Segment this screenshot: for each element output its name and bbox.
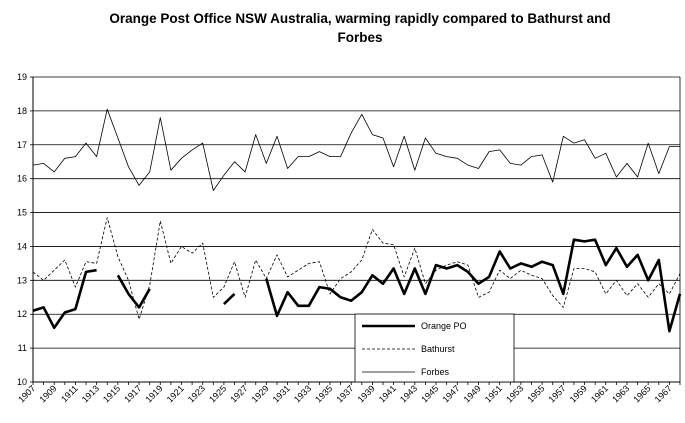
chart-title: Orange Post Office NSW Australia, warmin… [109, 11, 611, 45]
legend: Orange PO Bathurst Forbes [354, 313, 515, 383]
x-tick-label: 1965 [631, 383, 652, 404]
series-lines [32, 108, 682, 333]
x-tick-label: 1917 [122, 383, 143, 404]
y-tick-label: 11 [18, 343, 27, 353]
x-tick-label: 1911 [59, 383, 80, 404]
x-tick-label: 1921 [165, 383, 186, 404]
series-line-segment [222, 292, 236, 306]
x-tick-label: 1953 [504, 383, 525, 404]
x-tick-label: 1919 [143, 383, 164, 404]
series-bathurst [32, 217, 681, 320]
series-line-segment [32, 108, 680, 191]
x-tick-label: 1941 [377, 383, 398, 404]
legend-label: Forbes [421, 367, 450, 377]
y-tick-label: 13 [17, 275, 27, 285]
y-tick-label: 18 [17, 106, 27, 116]
x-tick-label: 1915 [101, 383, 122, 404]
x-tick-label: 1925 [207, 383, 228, 404]
x-tick-label: 1939 [356, 383, 377, 404]
y-tick-label: 16 [17, 174, 27, 184]
series-forbes [32, 108, 680, 191]
y-tick-label: 14 [17, 241, 27, 251]
legend-label: Orange PO [421, 321, 467, 331]
x-tick-label: 1935 [313, 383, 334, 404]
x-tick-label: 1945 [419, 383, 440, 404]
series-orange-po [32, 238, 682, 333]
y-tick-label: 19 [17, 72, 27, 82]
y-tick-label: 12 [17, 309, 27, 319]
series-line-segment [116, 274, 151, 309]
x-tick-label: 1931 [271, 383, 292, 404]
x-tick-label: 1949 [462, 383, 483, 404]
x-tick-label: 1961 [589, 383, 610, 404]
x-tick-label: 1909 [37, 383, 58, 404]
x-tick-label: 1957 [547, 383, 568, 404]
y-tick-label: 15 [17, 208, 27, 218]
x-tick-label: 1927 [228, 383, 249, 404]
legend-label: Bathurst [421, 344, 455, 354]
x-tick-label: 1951 [483, 383, 504, 404]
series-line-segment [265, 238, 682, 333]
x-tick-label: 1967 [653, 383, 674, 404]
x-tick-label: 1955 [525, 383, 546, 404]
series-line-segment [32, 217, 681, 320]
x-tick-label: 1929 [250, 383, 271, 404]
x-tick-label: 1937 [334, 383, 355, 404]
series-line-segment [32, 268, 97, 330]
x-tick-label: 1913 [80, 383, 101, 404]
x-tick-label: 1963 [610, 383, 631, 404]
x-tick-label: 1943 [398, 383, 419, 404]
y-tick-label: 10 [17, 377, 27, 387]
x-tick-label: 1947 [440, 383, 461, 404]
y-tick-label: 17 [17, 140, 27, 150]
x-tick-label: 1959 [568, 383, 589, 404]
x-tick-label: 1933 [292, 383, 313, 404]
x-tick-label: 1923 [186, 383, 207, 404]
